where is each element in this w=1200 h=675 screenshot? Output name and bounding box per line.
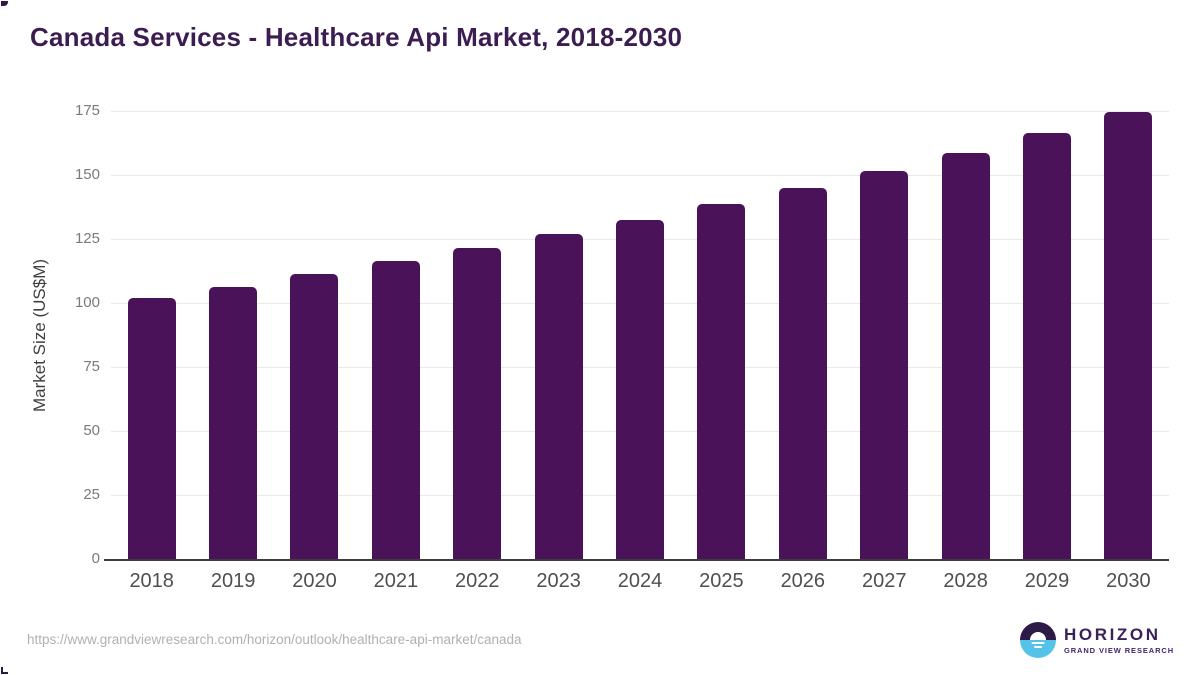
bar-2021[interactable] (371, 260, 420, 559)
bar-2027[interactable] (860, 171, 909, 559)
y-tick-label: 150 (74, 166, 100, 183)
bar-2029[interactable] (1022, 133, 1071, 559)
bar-2030[interactable] (1104, 112, 1153, 559)
horizon-sun-icon (1020, 622, 1056, 658)
x-tick-label-2024: 2024 (617, 570, 663, 592)
bar-2025[interactable] (697, 204, 746, 559)
bar-slot-2022 (437, 111, 518, 559)
x-axis-line (104, 559, 1169, 561)
bar-slot-2021 (355, 111, 436, 559)
sun-reflection-line (1031, 642, 1045, 644)
x-tick-label-2030: 2030 (1106, 570, 1151, 592)
sun-reflection-line (1034, 646, 1042, 648)
x-axis-tick-labels: 2018 2019 2020 2021 2022 2023 2024 2025 2026 2027… (111, 570, 1169, 593)
corner-mark-bottom-left (1, 667, 8, 674)
y-tick-label: 100 (74, 294, 100, 311)
logo-sub-brand: GRAND VIEW RESEARCH (1064, 645, 1175, 655)
bar-slot-2026 (762, 111, 843, 559)
gridline-175 (111, 111, 1169, 112)
y-axis-tick-labels: 0 25 50 75 100 125 150 175 (0, 102, 100, 567)
bar-2026[interactable] (778, 188, 827, 559)
x-tick-label-2020: 2020 (292, 570, 337, 592)
horizon-logo: HORIZON GRAND VIEW RESEARCH (1020, 622, 1174, 658)
plot-area (104, 111, 1169, 561)
bar-series (111, 111, 1169, 559)
bar-slot-2024 (599, 111, 680, 559)
y-tick-label: 50 (83, 422, 100, 439)
x-tick-label-2019: 2019 (210, 570, 256, 592)
x-tick-label-2026: 2026 (780, 570, 826, 592)
bar-2028[interactable] (941, 152, 990, 559)
y-tick-label: 25 (83, 486, 100, 503)
bar-2020[interactable] (290, 273, 339, 559)
bar-2019[interactable] (209, 286, 258, 559)
x-tick-label-2027: 2027 (861, 570, 907, 592)
logo-brand: HORIZON (1064, 624, 1161, 644)
y-tick-label: 175 (74, 102, 100, 119)
x-tick-label-2029: 2029 (1024, 570, 1070, 592)
y-tick-label: 125 (74, 230, 100, 247)
x-tick-label-2022: 2022 (455, 570, 500, 592)
x-tick-label-2021: 2021 (373, 570, 419, 592)
bar-slot-2029 (1006, 111, 1087, 559)
bar-slot-2028 (925, 111, 1006, 559)
bar-slot-2030 (1088, 111, 1169, 559)
bar-slot-2019 (192, 111, 273, 559)
bar-slot-2020 (274, 111, 355, 559)
bar-slot-2027 (844, 111, 925, 559)
sun-icon (1030, 632, 1046, 640)
bar-2023[interactable] (534, 234, 583, 559)
bar-slot-2023 (518, 111, 599, 559)
source-url: https://www.grandviewresearch.com/horizo… (27, 632, 522, 647)
logo-text: HORIZON GRAND VIEW RESEARCH (1064, 626, 1174, 655)
y-tick-label: 75 (83, 358, 100, 375)
x-tick-label-2028: 2028 (943, 570, 988, 592)
chart-title: Canada Services - Healthcare Api Market,… (30, 22, 683, 52)
x-tick-label-2018: 2018 (129, 570, 174, 592)
y-tick-label: 0 (91, 550, 100, 567)
bar-slot-2018 (111, 111, 192, 559)
bar-2018[interactable] (127, 297, 176, 559)
x-tick-label-2025: 2025 (699, 570, 744, 592)
corner-mark-top-left (1, 1, 8, 6)
x-tick-label-2023: 2023 (536, 570, 581, 592)
bar-slot-2025 (681, 111, 762, 559)
bar-2022[interactable] (453, 247, 502, 559)
bar-2024[interactable] (616, 220, 665, 559)
gridline-150 (111, 175, 1169, 176)
